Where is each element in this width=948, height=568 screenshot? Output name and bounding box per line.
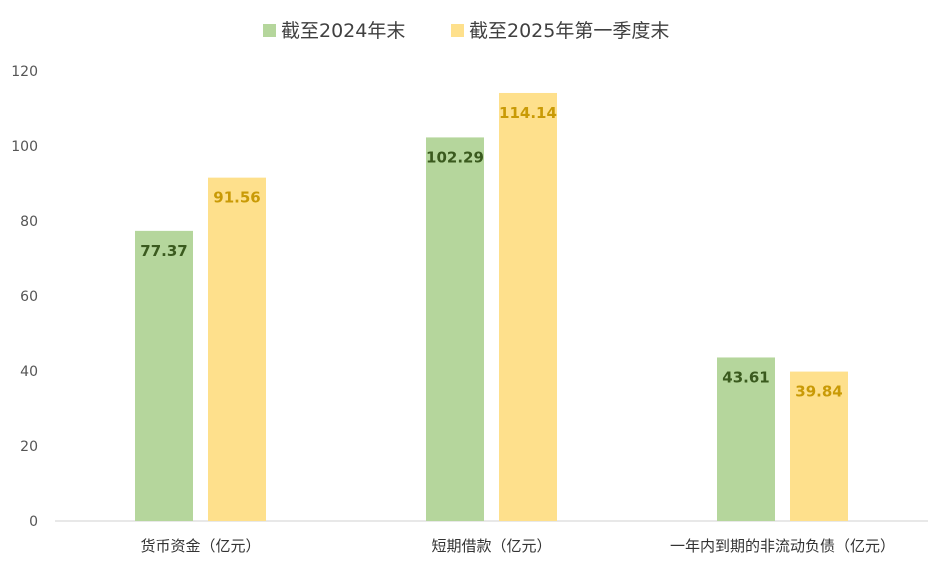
data-label-series-1-cat-1: 77.37 <box>140 242 187 260</box>
legend-swatch-series-1 <box>263 24 276 37</box>
bars <box>135 92 848 522</box>
legend-label-series-2: 截至2025年第一季度末 <box>469 20 669 42</box>
data-label-series-1-cat-2: 102.29 <box>426 148 484 166</box>
legend: 截至2024年末 截至2025年第一季度末 <box>263 20 669 42</box>
data-labels: 77.37 91.56 102.29 114.14 43.61 39.84 <box>140 104 842 401</box>
y-tick-label: 0 <box>29 514 38 530</box>
y-axis: 0 20 40 60 80 100 120 <box>11 64 38 530</box>
y-tick-label: 60 <box>20 289 38 305</box>
bar-series-2-cat-1 <box>208 177 266 521</box>
data-label-series-2-cat-1: 91.56 <box>213 189 260 207</box>
x-category-label: 短期借款（亿元） <box>431 537 551 555</box>
x-axis: 货币资金（亿元） 短期借款（亿元） 一年内到期的非流动负债（亿元） <box>140 537 895 555</box>
x-category-label: 一年内到期的非流动负债（亿元） <box>670 537 895 555</box>
legend-swatch-series-2 <box>451 24 464 37</box>
y-tick-label: 40 <box>20 364 38 380</box>
data-label-series-1-cat-3: 43.61 <box>722 368 769 386</box>
x-category-label: 货币资金（亿元） <box>140 537 260 555</box>
y-tick-label: 100 <box>11 139 38 155</box>
bar-series-1-cat-2 <box>426 137 484 521</box>
data-label-series-2-cat-3: 39.84 <box>795 383 842 401</box>
y-tick-label: 80 <box>20 214 38 230</box>
bar-series-1-cat-1 <box>135 230 193 522</box>
bar-series-2-cat-3 <box>790 371 848 521</box>
data-label-series-2-cat-2: 114.14 <box>499 104 557 122</box>
bar-series-2-cat-2 <box>499 92 557 521</box>
bar-series-1-cat-3 <box>717 357 775 521</box>
y-tick-label: 120 <box>11 64 38 80</box>
legend-label-series-1: 截至2024年末 <box>281 20 405 42</box>
y-tick-label: 20 <box>20 439 38 455</box>
